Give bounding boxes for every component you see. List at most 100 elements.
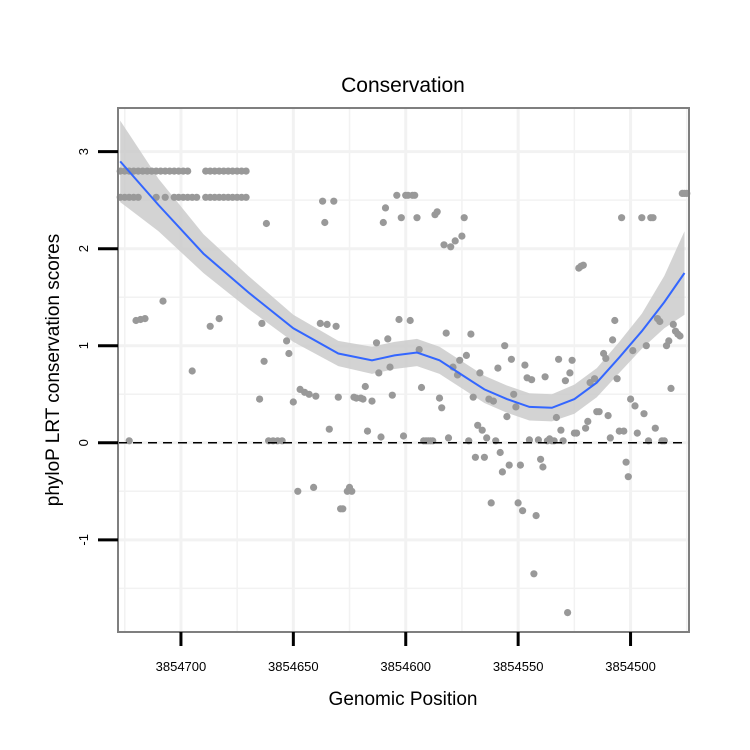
y-axis: -1 0 1 2 3 [76,148,118,546]
data-point [629,347,637,355]
y-tick-label: 1 [76,342,91,349]
data-point [476,369,484,377]
data-point [564,609,572,617]
data-point [310,483,318,491]
data-point [494,364,502,372]
data-point [159,297,167,305]
data-point [530,570,538,578]
data-point [294,487,302,495]
data-point [435,394,444,402]
data-point [656,317,664,326]
data-point [386,363,394,371]
data-point [561,377,570,385]
data-point [256,395,264,403]
data-point [184,167,192,175]
data-point [579,261,587,269]
data-point [480,453,488,461]
data-point [193,193,201,201]
data-point [557,426,565,434]
data-point [260,357,268,365]
data-point [321,218,329,227]
data-point [316,319,324,327]
data-point [665,337,673,345]
data-point [573,429,581,437]
data-point [584,417,592,425]
data-point [532,511,540,520]
data-point [591,375,599,383]
data-point [460,214,468,222]
data-point [507,355,515,363]
data-point [305,390,313,398]
smooth-line [119,160,686,409]
x-tick-label: 3854600 [380,659,431,674]
data-point [609,336,617,344]
x-tick-label: 3854550 [493,659,544,674]
data-point [330,197,338,205]
data-point [458,232,466,240]
data-point [514,499,522,507]
data-point [622,458,630,466]
data-point [501,342,509,350]
data-point [618,214,626,222]
data-point [361,382,369,391]
smooth-line-layer [119,160,686,409]
data-point [606,434,614,442]
data-point [611,316,619,325]
data-point [377,433,385,441]
data-point [541,373,549,381]
data-point [613,375,621,383]
data-point [372,339,381,347]
data-point [161,193,169,201]
data-point [215,315,223,323]
data-point [624,473,632,481]
data-point [534,436,543,444]
data-point [456,356,464,364]
data-point [642,342,650,350]
data-point [325,425,333,433]
data-point [512,403,520,411]
data-point [525,436,534,444]
data-point [440,241,448,249]
data-point [438,404,446,412]
data-point [375,369,383,377]
x-tick-label: 3854650 [268,659,319,674]
data-point [498,468,506,476]
data-point [368,397,376,405]
data-point [537,455,545,463]
data-point [397,214,405,222]
data-point [516,461,525,469]
data-point [487,499,495,507]
chart-title: Conservation [341,74,465,97]
data-point [651,424,659,432]
data-point [478,426,486,434]
data-point [640,410,648,418]
data-point [649,214,657,222]
y-tick-label: 3 [76,148,91,155]
data-point [242,193,250,201]
data-point [125,437,133,445]
plot-panel [116,107,691,633]
data-point [566,369,574,377]
data-point [510,390,518,398]
data-point [395,315,403,324]
data-point [555,355,563,363]
data-point [242,167,250,175]
data-point [319,197,327,205]
data-point [323,320,331,328]
y-axis-title: phyloP LRT conservation scores [43,234,64,507]
data-point [676,332,684,340]
x-axis-title: Genomic Position [329,689,478,710]
data-point [451,237,459,245]
data-point [471,453,479,461]
data-point [505,461,513,469]
data-point [411,191,419,199]
data-point [638,214,646,222]
data-point [467,330,475,338]
data-point [262,219,270,228]
grid-lines [118,108,689,632]
data-point [669,320,677,328]
data-point [258,319,266,327]
data-point [134,193,142,201]
data-point [631,402,639,410]
data-point [363,427,372,435]
